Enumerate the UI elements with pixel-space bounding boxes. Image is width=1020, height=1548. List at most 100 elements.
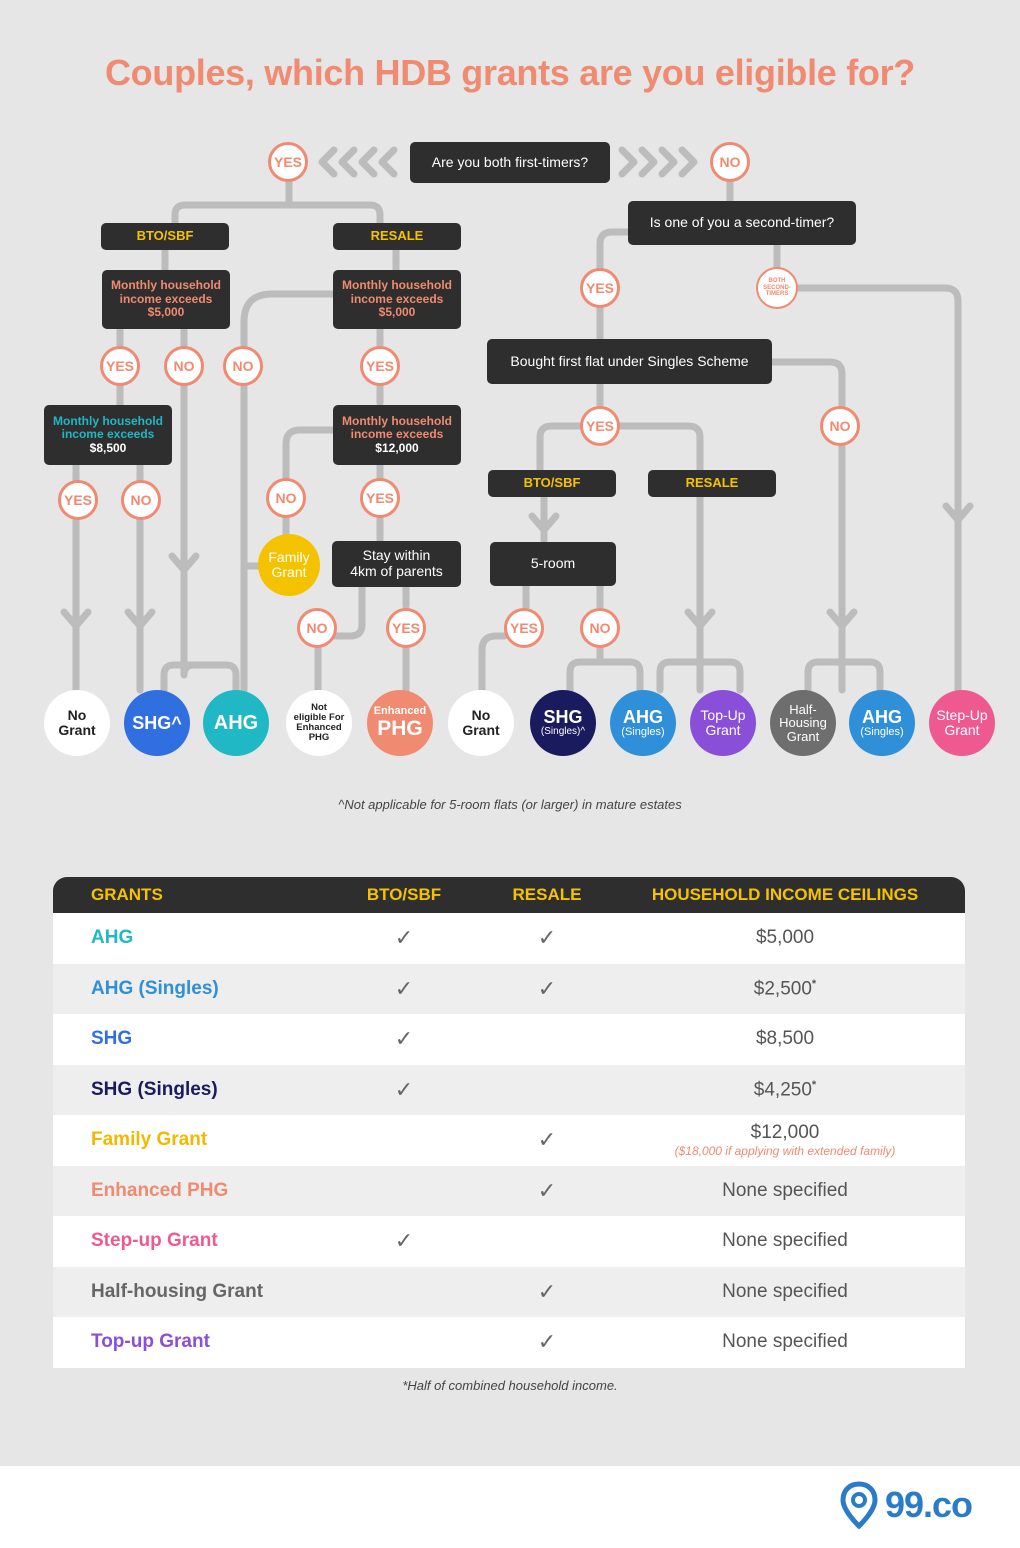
half-line3: Grant [786, 728, 820, 744]
question-first-timers: Are you both first-timers? [410, 142, 610, 183]
check-icon: ✓ [537, 975, 557, 1001]
header-resale: RESALE [489, 877, 605, 913]
shg-label: SHG^ [132, 712, 182, 733]
bto-check: ✓ [319, 1064, 489, 1115]
income-line2: income exceeds [350, 427, 444, 442]
income-line3: $5,000 [378, 305, 416, 320]
check-icon: ✓ [537, 925, 557, 951]
topup-line2: Grant [705, 722, 741, 738]
bto-check: ✓ [319, 913, 489, 964]
asterisk-mark: * [811, 1078, 817, 1091]
income-ceiling-cell: $5,000 [605, 913, 965, 964]
no-grant-line1: No [471, 707, 491, 724]
header-income-ceilings: HOUSEHOLD INCOME CEILINGS [605, 877, 965, 913]
result-not-eligible-enhanced-phg: Not eligible For Enhanced PHG [286, 690, 352, 756]
question-income-5000-resale: Monthly household income exceeds $5,000 [333, 270, 461, 329]
check-icon: ✓ [394, 925, 414, 951]
income-line1: Monthly household [342, 278, 452, 293]
no-circle: NO [297, 608, 337, 648]
check-icon: ✓ [537, 1278, 557, 1304]
income-ceiling-cell: None specified [605, 1317, 965, 1368]
topup-line1: Top-Up [700, 707, 746, 724]
no-circle: NO [710, 142, 750, 182]
result-ahg: AHG [203, 690, 269, 756]
grants-table: GRANTS BTO/SBF RESALE HOUSEHOLD INCOME C… [53, 877, 965, 1368]
income-ceiling: $8,500 [755, 1028, 815, 1050]
half-line2: Housing [779, 715, 827, 731]
not-eligible-line1: Not [311, 702, 327, 714]
income-line3: $8,500 [89, 440, 127, 455]
shg-singles-label: SHG [543, 707, 583, 728]
result-top-up-grant: Top-Up Grant [690, 690, 756, 756]
location-pin-icon [840, 1481, 878, 1530]
income-ceiling-cell: $8,500 [605, 1014, 965, 1065]
singles-label: (Singles) [860, 725, 904, 738]
page-title: Couples, which HDB grants are you eligib… [104, 52, 916, 93]
yes-circle: YES [58, 480, 98, 520]
income-line1: Monthly household [111, 278, 221, 293]
phg-label: PHG [377, 716, 423, 740]
result-no-grant-2: No Grant [448, 690, 514, 756]
income-line1: Monthly household [342, 413, 452, 428]
half-line1: Half- [789, 701, 817, 717]
question-income-8500: Monthly household income exceeds $8,500 [44, 405, 172, 465]
logo-text: 99.co [884, 1484, 973, 1525]
grant-name: SHG [53, 1014, 319, 1065]
table-row: Top-up Grant ✓ None specified [53, 1317, 965, 1368]
table-footnote: *Half of combined household income. [402, 1378, 618, 1393]
check-icon: ✓ [394, 1228, 414, 1254]
bto-check: ✓ [319, 963, 489, 1014]
not-eligible-line4: PHG [308, 731, 330, 743]
yes-circle: YES [100, 346, 140, 386]
no-grant-line2: Grant [58, 722, 96, 738]
grant-name: Family Grant [53, 1115, 319, 1166]
no-circle: NO [266, 478, 306, 518]
label-bto-sbf-right: BTO/SBF [488, 470, 616, 497]
question-income-12000: Monthly household income exceeds $12,000 [333, 405, 461, 465]
question-singles-scheme: Bought first flat under Singles Scheme [487, 339, 772, 384]
not-eligible-line3: Enhanced [296, 722, 342, 733]
table-header-row: GRANTS BTO/SBF RESALE HOUSEHOLD INCOME C… [53, 877, 965, 913]
grant-name: AHG [53, 913, 319, 964]
bto-check [319, 1115, 489, 1166]
footer: 99.co [0, 1466, 1020, 1548]
grant-name: Top-up Grant [53, 1317, 319, 1368]
no-circle: NO [164, 346, 204, 386]
both-second-timers-circle: BOTH SECOND-TIMERS [756, 267, 798, 309]
result-ahg-singles-2: AHG (Singles) [849, 690, 915, 756]
result-shg-singles: SHG (Singles)^ [530, 690, 596, 756]
yes-circle: YES [580, 268, 620, 308]
bto-check [319, 1317, 489, 1368]
income-ceiling-cell: $2,500* [605, 963, 965, 1014]
question-stay-4km: Stay within 4km of parents [332, 541, 461, 587]
resale-check: ✓ [489, 1165, 605, 1216]
result-shg: SHG^ [124, 690, 190, 756]
resale-check [489, 1014, 605, 1065]
no-circle: NO [121, 480, 161, 520]
table-row: AHG (Singles) ✓ ✓ $2,500* [53, 963, 965, 1014]
stay-line1: Stay within [362, 547, 431, 564]
resale-check [489, 1216, 605, 1267]
income-ceiling: None specified [722, 1331, 848, 1353]
stepup-line1: Step-Up [936, 707, 988, 724]
table-row: Step-up Grant ✓ None specified [53, 1216, 965, 1267]
resale-check: ✓ [489, 963, 605, 1014]
singles-label: (Singles) [621, 725, 665, 738]
income-ceiling-cell: $12,000 ($18,000 if applying with extende… [605, 1115, 965, 1166]
check-icon: ✓ [394, 975, 414, 1001]
result-step-up-grant: Step-Up Grant [929, 690, 995, 756]
grant-name: Half-housing Grant [53, 1266, 319, 1317]
resale-check: ✓ [489, 913, 605, 964]
resale-check: ✓ [489, 1266, 605, 1317]
resale-check: ✓ [489, 1115, 605, 1166]
yes-circle: YES [360, 478, 400, 518]
enhanced-label: Enhanced [373, 705, 427, 718]
family-line1: Family [268, 549, 310, 566]
logo: 99.co [839, 1480, 973, 1530]
table-row: AHG ✓ ✓ $5,000 [53, 913, 965, 964]
income-ceiling: $2,500 [753, 977, 812, 999]
no-grant-line2: Grant [462, 722, 500, 738]
income-ceiling-cell: None specified [605, 1216, 965, 1267]
table-row: Family Grant ✓ $12,000 ($18,000 if applying… [53, 1115, 965, 1166]
income-line2: income exceeds [350, 291, 444, 306]
